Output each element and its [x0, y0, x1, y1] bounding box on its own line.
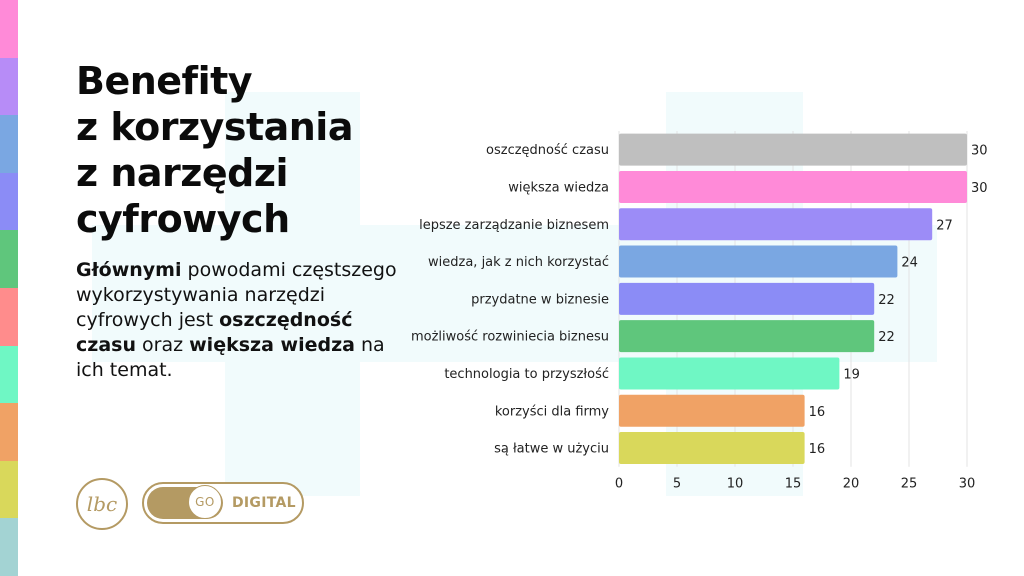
bar [619, 133, 967, 166]
x-tick-label: 5 [673, 477, 681, 492]
x-tick-label: 20 [843, 477, 860, 492]
x-tick-label: 0 [615, 477, 623, 492]
title-line: z narzędzi [76, 151, 289, 195]
stripe-segment [0, 115, 18, 173]
stripe-segment [0, 230, 18, 288]
brand-logo: lbc [76, 478, 128, 530]
bar [619, 245, 898, 278]
stripe-segment [0, 57, 18, 116]
category-label: większa wiedza [508, 180, 609, 195]
data-label: 22 [878, 330, 895, 345]
bar [619, 282, 875, 315]
data-label: 16 [809, 442, 826, 457]
category-label: oszczędność czasu [486, 143, 609, 158]
description-text: Głównymi powodami częstszego wykorzystyw… [76, 258, 406, 383]
category-label: korzyści dla firmy [495, 404, 609, 419]
logo-text: lbc [86, 492, 118, 516]
color-stripe [0, 0, 18, 576]
bar [619, 394, 805, 427]
go-digital-toggle[interactable]: GO DIGITAL [142, 482, 304, 524]
data-label: 22 [878, 293, 895, 308]
stripe-segment [0, 460, 18, 519]
data-label: 24 [901, 256, 918, 271]
category-label: są łatwe w użyciu [494, 442, 609, 457]
description-bold: większa wiedza [189, 334, 355, 356]
x-tick-label: 30 [959, 477, 976, 492]
title-line: Benefity [76, 59, 253, 103]
stripe-segment [0, 172, 18, 231]
toggle-knob[interactable]: GO [188, 485, 222, 519]
data-label: 16 [809, 405, 826, 420]
toggle-knob-text: GO [195, 495, 215, 509]
bar [619, 432, 805, 465]
bar [619, 208, 933, 241]
x-tick-label: 25 [901, 477, 918, 492]
data-label: 30 [971, 144, 988, 159]
category-label: lepsze zarządzanie biznesem [419, 218, 609, 233]
data-label: 30 [971, 181, 988, 196]
title-line: cyfrowych [76, 197, 290, 241]
category-label: wiedza, jak z nich korzystać [428, 255, 609, 270]
title-line: z korzystania [76, 105, 353, 149]
category-label: przydatne w biznesie [471, 292, 609, 307]
page-title: Benefity z korzystania z narzędzi cyfrow… [76, 58, 353, 242]
description-bold: oszczędność czasu [76, 309, 353, 356]
stripe-segment [0, 345, 18, 404]
description-part: oraz [135, 334, 190, 356]
stripe-segment [0, 518, 18, 576]
bar [619, 320, 875, 353]
x-tick-label: 10 [727, 477, 744, 492]
category-label: technologia to przyszłość [444, 367, 609, 382]
description-part: powodami częstszego wykorzystywania narz… [76, 259, 397, 331]
description-bold: Głównymi [76, 259, 182, 281]
toggle-label: DIGITAL [232, 495, 296, 511]
bar [619, 170, 967, 203]
bar [619, 357, 840, 390]
stripe-segment [0, 403, 18, 461]
description-part: na ich temat. [76, 334, 385, 381]
category-label: możliwość rozwiniecia biznesu [411, 330, 609, 345]
stripe-segment [0, 287, 18, 346]
data-label: 19 [843, 367, 860, 382]
x-tick-label: 15 [785, 477, 802, 492]
stripe-segment [0, 0, 18, 58]
data-label: 27 [936, 218, 953, 233]
